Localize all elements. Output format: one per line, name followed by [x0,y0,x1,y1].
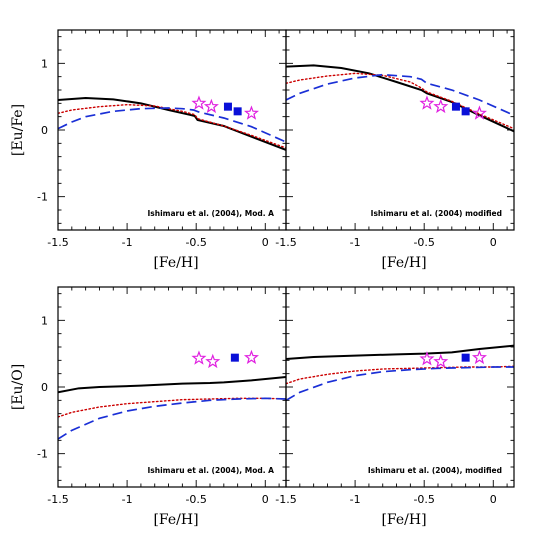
star-marker [243,105,259,120]
star-marker [191,350,207,365]
x-tick-label: -1.5 [47,236,68,249]
square-marker [233,107,242,116]
x-tick-label: -1 [350,236,361,249]
series-dashed-line [58,397,286,440]
x-tick-label: -1.5 [47,493,68,506]
star-marker [471,105,487,120]
x-tick-label: 0 [490,236,497,249]
x-tick-label: -1 [350,493,361,506]
series-solid-line [286,344,514,360]
star-marker [419,95,435,110]
x-tick-label: -1.5 [275,236,296,249]
panel-top-right: -1.5 -1 -0.5 0 [Fe/H] Ishimaru et al. (2004) … [275,29,515,271]
panel-bottom-left: -1.5 -1 -0.5 0 -1 0 1 [Fe/H] [Eu/O] Ishimaru et a… [10,286,287,528]
y-tick-label: 0 [41,381,48,394]
x-tick-label: -1 [122,493,133,506]
star-marker [205,353,221,369]
series-solid-line [286,64,514,133]
star-marker [419,351,435,366]
model-annotation: Ishimaru et al. (2004), modified [368,466,502,475]
y-tick-label: 1 [41,314,48,327]
x-tick-label: -1.5 [275,493,296,506]
star-marker [433,353,449,369]
plot-frame [285,286,515,488]
plot-frame [57,29,287,231]
x-tick-label: -0.5 [185,493,206,506]
x-tick-label: 0 [262,493,269,506]
x-tick-label: -0.5 [413,236,434,249]
x-axis-label: [Fe/H] [153,255,198,271]
model-annotation: Ishimaru et al. (2004), Mod. A [147,466,274,475]
square-marker [451,102,460,111]
series-group [286,64,514,133]
x-tick-label: -0.5 [413,493,434,506]
y-tick-label: -1 [37,448,48,461]
y-tick-label: 0 [41,124,48,137]
model-annotation: Ishimaru et al. (2004) modified [371,209,502,218]
y-axis-label: [Eu/Fe] [10,104,26,156]
star-marker [191,95,207,110]
panel-top-left: -1.5 -1 -0.5 0 -1 0 1 [Fe/H] [Eu/Fe] Ishimaru et … [10,29,287,271]
y-tick-label: 1 [41,57,48,70]
star-marker [433,98,449,114]
y-tick-label: -1 [37,191,48,204]
x-axis-label: [Fe/H] [381,255,426,271]
x-tick-label: -0.5 [185,236,206,249]
x-tick-label: -1 [122,236,133,249]
series-dotted-line [286,365,514,385]
x-axis-label: [Fe/H] [381,512,426,528]
panel-bottom-right: -1.5 -1 -0.5 0 [Fe/H] Ishimaru et al. (2004),… [275,286,515,528]
x-tick-label: 0 [490,493,497,506]
series-dotted-line [58,103,286,149]
series-dashed-line [58,107,286,143]
x-tick-label: 0 [262,236,269,249]
square-marker [223,102,232,111]
series-solid-line [58,96,286,151]
series-dotted-line [286,72,514,130]
x-axis-label: [Fe/H] [153,512,198,528]
model-annotation: Ishimaru et al. (2004), Mod. A [147,209,274,218]
square-marker [230,353,239,362]
star-marker [243,349,259,365]
series-group [58,376,286,440]
y-axis-label: [Eu/O] [10,364,26,410]
series-dotted-line [58,397,286,418]
star-marker [471,349,487,365]
square-marker [461,107,470,116]
series-solid-line [58,376,286,394]
series-group [58,96,286,151]
star-marker [203,98,219,114]
series-dashed-line [286,366,514,402]
series-dashed-line [286,73,514,117]
plot-frame [285,29,515,231]
series-group [286,344,514,402]
square-marker [461,353,470,362]
